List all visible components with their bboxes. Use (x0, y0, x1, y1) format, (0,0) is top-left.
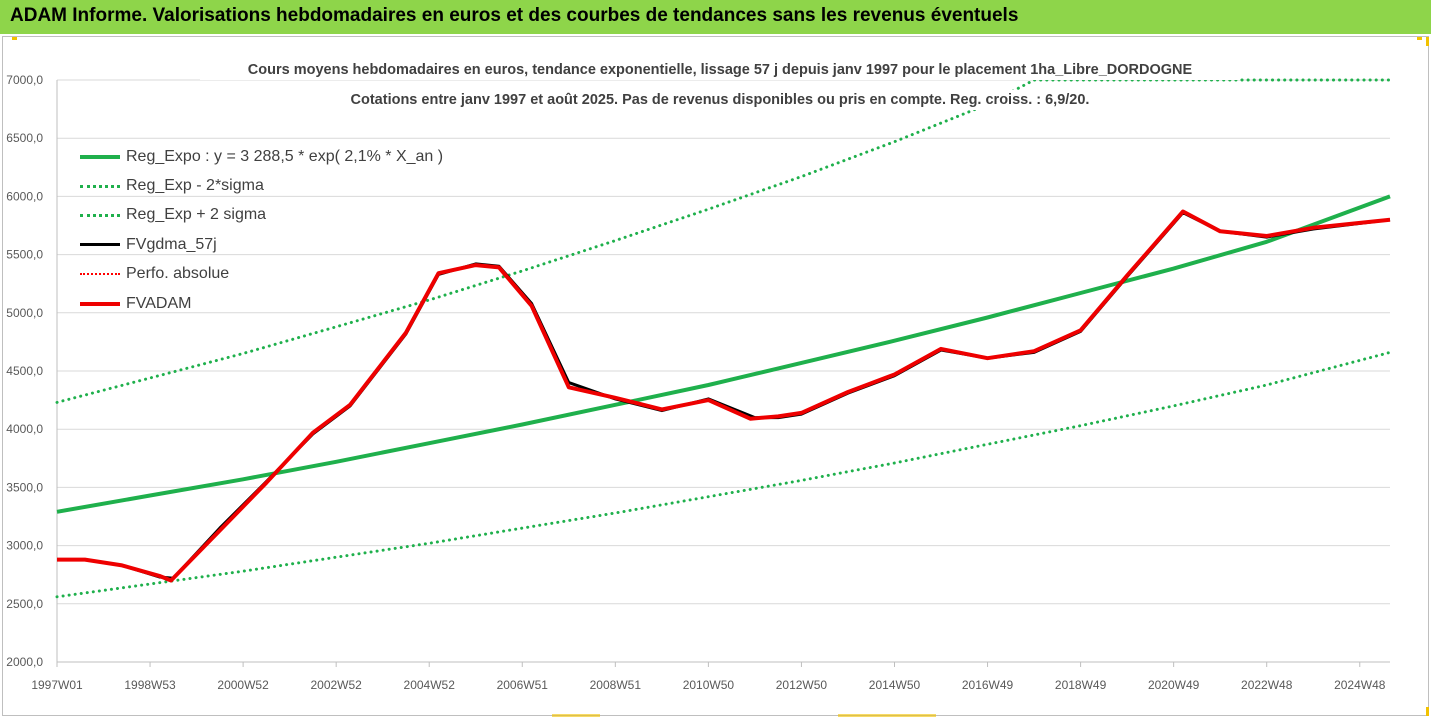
y-tick-label: 5000,0 (6, 306, 43, 320)
y-tick-label: 6500,0 (6, 131, 43, 145)
legend-item: Perfo. absolue (80, 260, 443, 289)
legend-swatch (80, 273, 120, 276)
chart-title-line-1: Cours moyens hebdomadaires en euros, ten… (200, 60, 1240, 80)
x-tick-label: 2022W48 (1241, 678, 1293, 692)
frame-handle-bottom-right (838, 714, 936, 717)
legend-item: Reg_Exp - 2*sigma (80, 171, 443, 200)
frame-corner-top-right-edge (1426, 37, 1429, 46)
legend-item: FVADAM (80, 289, 443, 318)
legend-item: FVgdma_57j (80, 230, 443, 259)
x-tick-label: 2024W48 (1334, 678, 1386, 692)
y-tick-label: 3500,0 (6, 480, 43, 494)
x-tick-label: 1997W01 (31, 678, 83, 692)
x-tick-label: 2000W52 (217, 678, 269, 692)
x-tick-label: 1998W53 (124, 678, 176, 692)
x-tick-label: 2014W50 (869, 678, 921, 692)
y-tick-label: 4500,0 (6, 364, 43, 378)
legend-item: Reg_Exp + 2 sigma (80, 201, 443, 230)
report-banner: ADAM Informe. Valorisations hebdomadaire… (0, 0, 1431, 36)
x-tick-label: 2002W52 (310, 678, 362, 692)
x-tick-label: 2012W50 (776, 678, 828, 692)
x-tick-label: 2018W49 (1055, 678, 1107, 692)
legend-label: Reg_Exp - 2*sigma (126, 177, 264, 195)
y-tick-label: 6000,0 (6, 189, 43, 203)
x-tick-label: 2006W51 (497, 678, 549, 692)
y-tick-label: 2500,0 (6, 597, 43, 611)
x-tick-label: 2016W49 (962, 678, 1014, 692)
x-tick-label: 2010W50 (683, 678, 735, 692)
y-tick-label: 5500,0 (6, 248, 43, 262)
legend-label: FVgdma_57j (126, 235, 217, 253)
legend-label: Perfo. absolue (126, 265, 230, 283)
y-tick-label: 2000,0 (6, 655, 43, 669)
legend-swatch (80, 301, 120, 306)
y-tick-label: 7000,0 (6, 73, 43, 87)
series-line (55, 350, 1392, 599)
legend-item: Reg_Expo : y = 3 288,5 * exp( 2,1% * X_a… (80, 142, 443, 171)
legend-label: Reg_Expo : y = 3 288,5 * exp( 2,1% * X_a… (126, 147, 444, 165)
series-line (55, 78, 1392, 404)
legend-swatch (80, 213, 120, 217)
chart-title-line-2: Cotations entre janv 1997 et août 2025. … (200, 90, 1240, 110)
frame-handle-bottom-left (552, 714, 600, 717)
legend-swatch (80, 154, 120, 159)
chart-frame (2, 36, 1429, 716)
frame-corner-top-left (12, 37, 17, 40)
legend-label: Reg_Exp + 2 sigma (126, 206, 267, 224)
legend-swatch (80, 184, 120, 188)
y-tick-label: 4000,0 (6, 422, 43, 436)
x-tick-label: 2004W52 (404, 678, 456, 692)
legend-label: FVADAM (126, 294, 192, 312)
series-line (57, 209, 1391, 583)
y-tick-label: 3000,0 (6, 539, 43, 553)
frame-corner-bottom-right-edge (1426, 707, 1429, 716)
frame-corner-top-right (1417, 37, 1422, 40)
legend-swatch (80, 243, 120, 247)
chart-legend: Reg_Expo : y = 3 288,5 * exp( 2,1% * X_a… (80, 142, 443, 318)
x-tick-label: 2008W51 (590, 678, 642, 692)
x-tick-label: 2020W49 (1148, 678, 1200, 692)
report-title: ADAM Informe. Valorisations hebdomadaire… (10, 5, 1019, 26)
